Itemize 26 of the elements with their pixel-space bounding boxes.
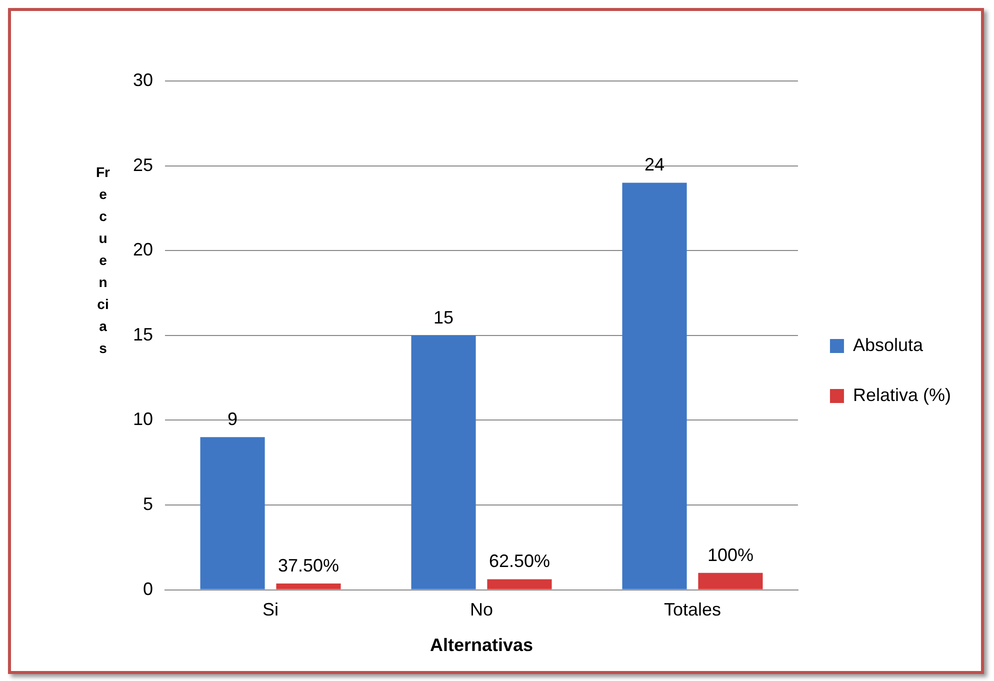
data-label: 9 xyxy=(228,409,238,430)
y-tick-label: 15 xyxy=(132,324,154,344)
bar xyxy=(276,583,341,590)
y-tick-label: 10 xyxy=(132,409,154,430)
y-tick-label: 5 xyxy=(143,494,154,514)
legend-label: Absoluta xyxy=(852,334,924,355)
legend-label: Relativa (%) xyxy=(852,384,952,405)
x-tick-label: Si xyxy=(262,600,279,620)
bar xyxy=(487,579,552,590)
y-tick-label: 20 xyxy=(132,240,154,260)
bar xyxy=(200,437,265,590)
x-tick-label: Totales xyxy=(664,600,722,620)
data-label: 15 xyxy=(434,307,454,328)
text: Frecuencias xyxy=(96,164,110,356)
x-tick-label: No xyxy=(470,600,494,620)
y-tick-label: 30 xyxy=(132,70,154,90)
x-axis-title: Alternativas xyxy=(430,635,534,656)
bar xyxy=(622,182,687,590)
data-label: 24 xyxy=(644,154,665,175)
data-label: 100% xyxy=(707,544,754,565)
bar xyxy=(698,572,763,590)
y-tick-label: 25 xyxy=(132,154,154,175)
y-tick-label: 0 xyxy=(143,578,154,599)
bar xyxy=(411,335,476,590)
data-label: 37.50% xyxy=(278,555,340,576)
data-label: 62.50% xyxy=(488,551,550,572)
